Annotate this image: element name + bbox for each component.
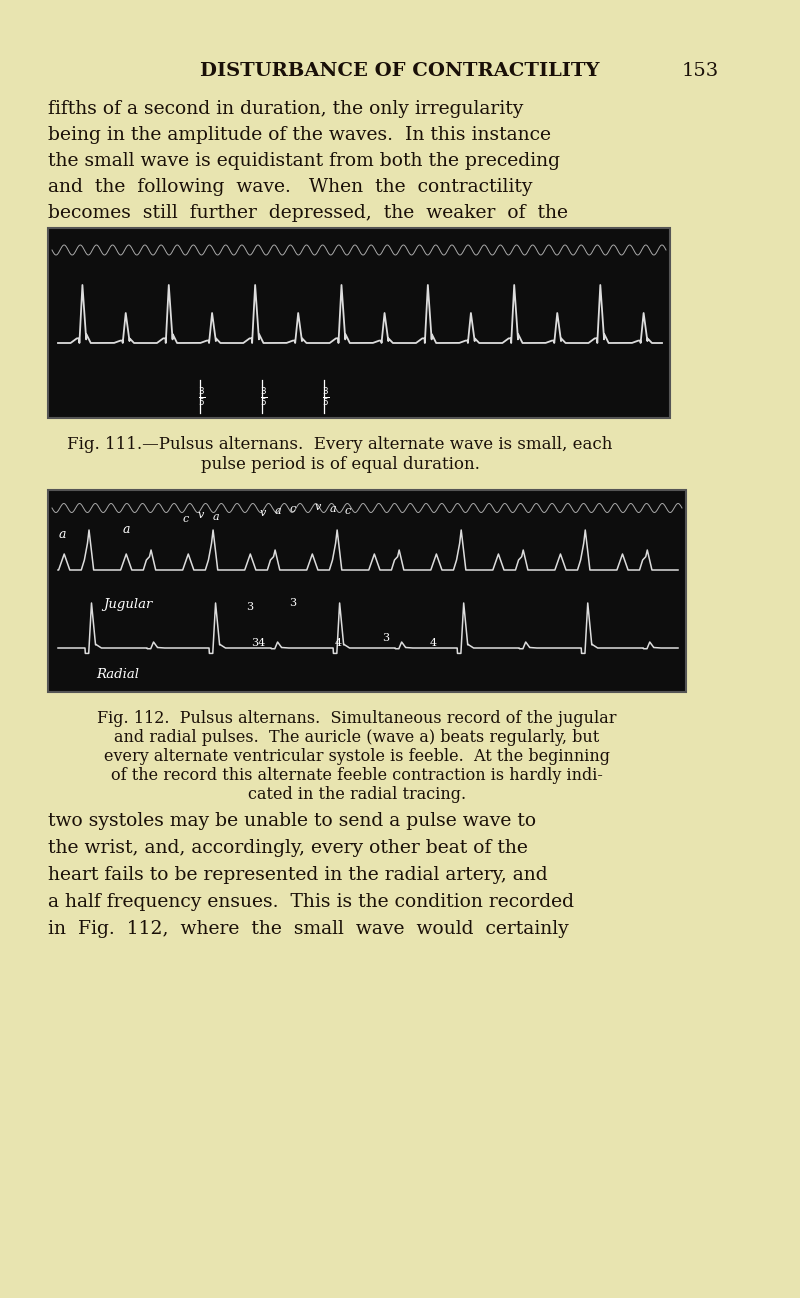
Text: fifths of a second in duration, the only irregularity: fifths of a second in duration, the only…	[48, 100, 523, 118]
Text: 4: 4	[430, 639, 437, 648]
Text: Fig. 112.  Pulsus alternans.  Simultaneous record of the jugular: Fig. 112. Pulsus alternans. Simultaneous…	[98, 710, 617, 727]
Text: a: a	[274, 506, 282, 517]
Bar	[48, 491, 686, 692]
Text: a: a	[122, 523, 130, 536]
Text: the wrist, and, accordingly, every other beat of the: the wrist, and, accordingly, every other…	[48, 839, 528, 857]
Text: Fig. 111.—Pulsus alternans.  Every alternate wave is small, each: Fig. 111.—Pulsus alternans. Every altern…	[67, 436, 613, 453]
Text: Radial: Radial	[96, 668, 139, 681]
Text: c: c	[345, 506, 351, 517]
Text: in  Fig.  112,  where  the  small  wave  would  certainly: in Fig. 112, where the small wave would …	[48, 920, 569, 938]
Text: v: v	[315, 502, 321, 511]
Text: two systoles may be unable to send a pulse wave to: two systoles may be unable to send a pul…	[48, 813, 536, 829]
Text: 153: 153	[682, 62, 719, 80]
Text: the small wave is equidistant from both the preceding: the small wave is equidistant from both …	[48, 152, 560, 170]
Text: heart fails to be represented in the radial artery, and: heart fails to be represented in the rad…	[48, 866, 548, 884]
Text: a half frequency ensues.  This is the condition recorded: a half frequency ensues. This is the con…	[48, 893, 574, 911]
Text: being in the amplitude of the waves.  In this instance: being in the amplitude of the waves. In …	[48, 126, 551, 144]
Text: a: a	[213, 511, 219, 522]
Text: of the record this alternate feeble contraction is hardly indi-: of the record this alternate feeble cont…	[111, 767, 603, 784]
Text: becomes  still  further  depressed,  the  weaker  of  the: becomes still further depressed, the wea…	[48, 204, 568, 222]
Text: Jugular: Jugular	[103, 598, 152, 611]
Text: v: v	[260, 508, 266, 518]
Text: and radial pulses.  The auricle (wave a) beats regularly, but: and radial pulses. The auricle (wave a) …	[114, 729, 600, 746]
Text: $\frac{3}{5}$: $\frac{3}{5}$	[260, 386, 267, 408]
Text: v: v	[198, 510, 204, 520]
Text: c: c	[290, 504, 296, 514]
Text: cated in the radial tracing.: cated in the radial tracing.	[248, 787, 466, 803]
Text: every alternate ventricular systole is feeble.  At the beginning: every alternate ventricular systole is f…	[104, 748, 610, 765]
Text: 3: 3	[246, 602, 254, 611]
Text: 4: 4	[334, 639, 342, 648]
Text: pulse period is of equal duration.: pulse period is of equal duration.	[201, 456, 479, 472]
Text: a: a	[330, 504, 336, 514]
Text: 3: 3	[290, 598, 297, 607]
Bar	[48, 228, 670, 418]
Text: a: a	[58, 528, 66, 541]
Text: DISTURBANCE OF CONTRACTILITY: DISTURBANCE OF CONTRACTILITY	[200, 62, 600, 80]
Text: and  the  following  wave.   When  the  contractility: and the following wave. When the contrac…	[48, 178, 533, 196]
Text: c: c	[183, 514, 189, 524]
Text: 34: 34	[251, 639, 265, 648]
Text: $\frac{3}{5}$: $\frac{3}{5}$	[198, 386, 206, 408]
Text: 3: 3	[382, 633, 390, 643]
Text: $\frac{3}{5}$: $\frac{3}{5}$	[322, 386, 330, 408]
